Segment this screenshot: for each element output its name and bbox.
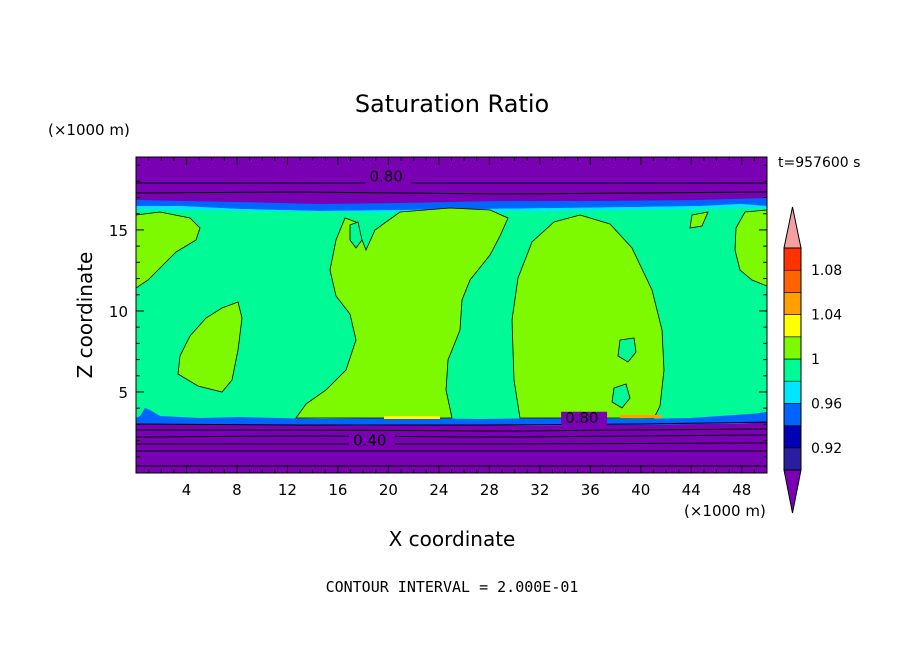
colorbar-swatch <box>783 292 802 315</box>
x-tick-label: 20 <box>379 481 398 499</box>
unsaturated-pocket <box>617 337 637 363</box>
time-label: t=957600 s <box>778 155 860 171</box>
x-axis-label: X coordinate <box>389 527 516 551</box>
colorbar-swatch <box>783 425 802 449</box>
y-axis-label: Z coordinate <box>73 252 97 379</box>
saturated-regions <box>136 207 767 419</box>
contour-line <box>136 191 767 195</box>
x-tick-label: 24 <box>429 481 448 499</box>
plot-area: 0.80 0.80 0.40 <box>136 157 767 473</box>
x-tick-label: 12 <box>278 481 297 499</box>
unsaturated-pockets <box>349 221 637 409</box>
contour-label-bg <box>365 170 412 186</box>
y-tick-label: 10 <box>109 303 128 321</box>
unsaturated-pocket <box>611 383 631 409</box>
colorbar-top-arrow <box>783 206 802 249</box>
x-tick-label: 28 <box>480 481 499 499</box>
colorbar-label: 0.92 <box>811 441 842 457</box>
contour-interval-note: CONTOUR INTERVAL = 2.000E-01 <box>326 578 579 596</box>
y-axis: 5 10 15 <box>109 164 767 458</box>
colorbar-swatch <box>783 380 802 404</box>
chart-title: Saturation Ratio <box>355 90 549 118</box>
contour-labels: 0.80 0.80 0.40 <box>349 167 608 450</box>
x-tick-label: 8 <box>232 481 242 499</box>
colorbar-swatch <box>783 314 802 338</box>
x-tick-label: 16 <box>328 481 347 499</box>
contour-line <box>136 428 767 432</box>
colorbar-label: 1.04 <box>811 308 842 324</box>
lower-dry-layer <box>136 422 767 473</box>
x-axis: 4 8 12 16 20 24 28 32 36 40 44 48 <box>148 157 755 499</box>
x-tick-label: 32 <box>530 481 549 499</box>
saturated-region <box>295 207 509 419</box>
supersaturation-streak <box>384 416 440 419</box>
y-unit-label: (×1000 m) <box>48 121 130 139</box>
x-tick-label: 44 <box>682 481 701 499</box>
saturated-region <box>734 209 767 287</box>
y-tick-label: 5 <box>118 384 128 402</box>
saturated-region <box>177 301 243 393</box>
contour-lines <box>136 182 767 467</box>
supersaturation-streak <box>620 415 662 418</box>
colorbar-bottom-arrow <box>783 469 802 514</box>
saturated-region <box>136 211 201 289</box>
x-tick-label: 40 <box>631 481 650 499</box>
colorbar-label: 0.96 <box>811 396 842 412</box>
colorbar: 0.92 0.96 1 1.04 1.08 <box>783 206 842 514</box>
colorbar-swatch <box>783 336 802 360</box>
contour-line <box>136 434 767 438</box>
contour-label-bg <box>561 411 608 427</box>
contour-line <box>136 442 767 445</box>
x-tick-label: 36 <box>581 481 600 499</box>
colorbar-swatch <box>783 447 802 471</box>
colorbar-label: 1.08 <box>811 263 842 279</box>
unsaturated-pocket <box>349 221 363 249</box>
upper-dry-layer <box>136 157 767 204</box>
contour-label: 0.80 <box>565 409 598 427</box>
x-tick-label: 4 <box>182 481 192 499</box>
y-tick-label: 15 <box>109 222 128 240</box>
contour-label: 0.80 <box>369 167 402 185</box>
colorbar-swatch <box>783 403 802 426</box>
colorbar-swatch <box>783 358 802 382</box>
saturated-region <box>689 211 709 229</box>
upper-cyan-edge <box>136 204 767 213</box>
colorbar-swatch <box>783 269 802 293</box>
contour-label-bg <box>349 434 396 450</box>
contour-line <box>136 421 767 426</box>
colorbar-swatch <box>783 247 802 271</box>
x-unit-label: (×1000 m) <box>684 502 766 520</box>
contour-label: 0.40 <box>353 431 386 449</box>
colorbar-frame <box>783 247 802 471</box>
colorbar-label: 1 <box>811 352 820 368</box>
x-tick-label: 48 <box>732 481 751 499</box>
